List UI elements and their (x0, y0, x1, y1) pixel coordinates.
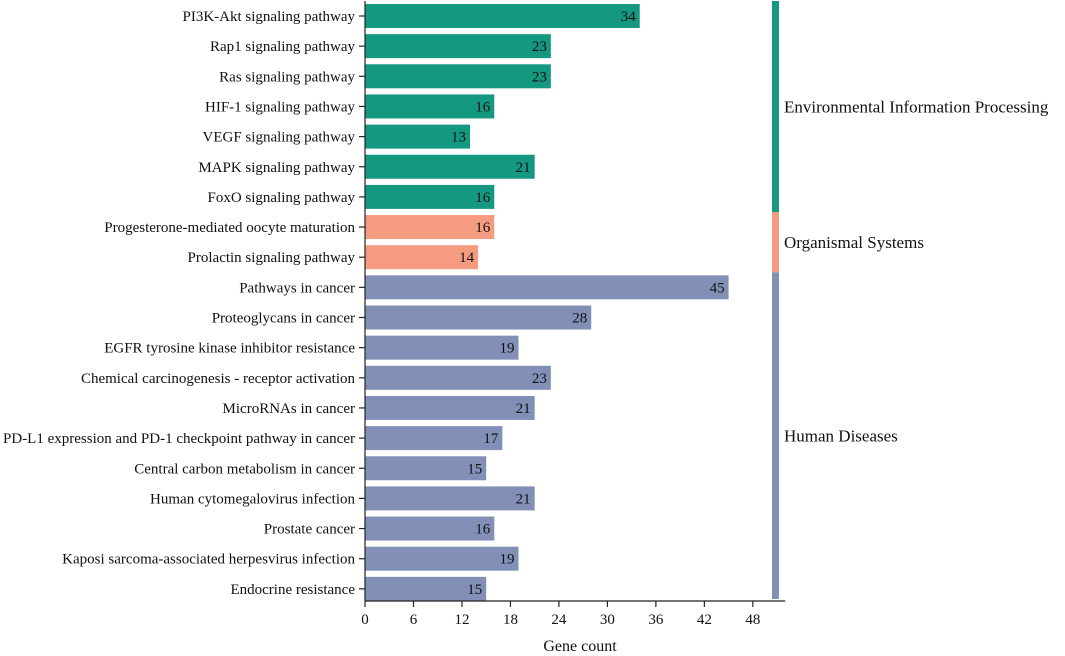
value-label: 16 (475, 190, 491, 206)
category-label: Prolactin signaling pathway (188, 250, 356, 266)
value-label: 19 (500, 341, 515, 357)
bar (365, 154, 535, 179)
category-label: Rap1 signaling pathway (210, 39, 355, 55)
bar (365, 275, 729, 300)
value-label: 23 (532, 39, 547, 55)
value-label: 28 (572, 311, 587, 327)
bar (365, 486, 535, 511)
bar (365, 64, 551, 89)
x-axis-title: Gene count (543, 638, 617, 655)
value-label: 16 (475, 99, 491, 115)
bar (365, 576, 487, 601)
x-tick-label: 36 (648, 612, 664, 628)
value-label: 23 (532, 69, 547, 85)
group-strip: Environmental Information Processing Orga… (772, 1, 1049, 599)
category-label: PI3K-Akt signaling pathway (183, 9, 356, 25)
x-tick-label: 48 (745, 612, 760, 628)
category-label: Chemical carcinogenesis - receptor activ… (81, 371, 356, 387)
bars-layer (365, 4, 729, 601)
value-label: 45 (710, 280, 725, 296)
x-axis: 0 6 12 18 24 30 36 42 48 (359, 1, 786, 628)
category-label: Ras signaling pathway (219, 69, 355, 85)
bar (365, 335, 519, 360)
category-label: Kaposi sarcoma-associated herpesvirus in… (62, 552, 355, 568)
group-strip-segment (772, 1, 779, 212)
value-label: 23 (532, 371, 547, 387)
x-tick-label: 6 (410, 612, 418, 628)
value-label: 34 (621, 9, 637, 25)
value-label: 21 (516, 160, 531, 176)
category-label: FoxO signaling pathway (208, 190, 356, 206)
value-label: 15 (467, 461, 482, 477)
bar (365, 365, 551, 390)
category-label: EGFR tyrosine kinase inhibitor resistanc… (104, 341, 355, 357)
value-label: 21 (516, 491, 531, 507)
value-label: 16 (475, 220, 491, 236)
group-label: Environmental Information Processing (784, 97, 1049, 116)
x-tick-label: 12 (454, 612, 469, 628)
x-tick-label: 30 (600, 612, 615, 628)
bar (365, 4, 640, 28)
category-label: Progesterone-mediated oocyte maturation (104, 220, 355, 236)
bar (365, 426, 503, 451)
x-tick-label: 18 (503, 612, 518, 628)
category-label: Pathways in cancer (239, 280, 355, 296)
bar (365, 34, 551, 59)
bar (365, 184, 495, 209)
bar (365, 305, 592, 330)
bar (365, 546, 519, 571)
group-label: Human Diseases (784, 427, 898, 446)
bar (365, 245, 479, 270)
bar (365, 395, 535, 420)
value-label: 14 (459, 250, 475, 266)
category-label: Proteoglycans in cancer (212, 311, 355, 327)
category-label: Central carbon metabolism in cancer (134, 461, 355, 477)
x-tick-label: 42 (697, 612, 712, 628)
group-label: Organismal Systems (784, 233, 924, 252)
category-label: MAPK signaling pathway (198, 160, 355, 176)
bar (365, 215, 495, 240)
bar (365, 516, 495, 541)
category-label: MicroRNAs in cancer (223, 401, 355, 417)
bar (365, 456, 487, 481)
bar (365, 94, 495, 119)
value-label: 17 (483, 431, 499, 447)
group-strip-segment (772, 272, 779, 599)
value-label: 21 (516, 401, 531, 417)
category-label: HIF-1 signaling pathway (205, 99, 355, 115)
category-label: Human cytomegalovirus infection (150, 491, 355, 507)
category-label: Endocrine resistance (230, 582, 355, 598)
group-strip-segment (772, 211, 779, 273)
x-tick-label: 0 (361, 612, 369, 628)
category-label: Prostate cancer (264, 522, 355, 538)
value-label: 19 (500, 552, 515, 568)
bar (365, 124, 471, 149)
category-label: PD-L1 expression and PD-1 checkpoint pat… (3, 431, 355, 447)
value-label: 13 (451, 130, 466, 146)
x-tick-label: 24 (551, 612, 567, 628)
value-label: 15 (467, 582, 482, 598)
category-labels: PI3K-Akt signaling pathway Rap1 signaling… (3, 9, 355, 598)
value-label: 16 (475, 522, 491, 538)
category-label: VEGF signaling pathway (203, 130, 356, 146)
